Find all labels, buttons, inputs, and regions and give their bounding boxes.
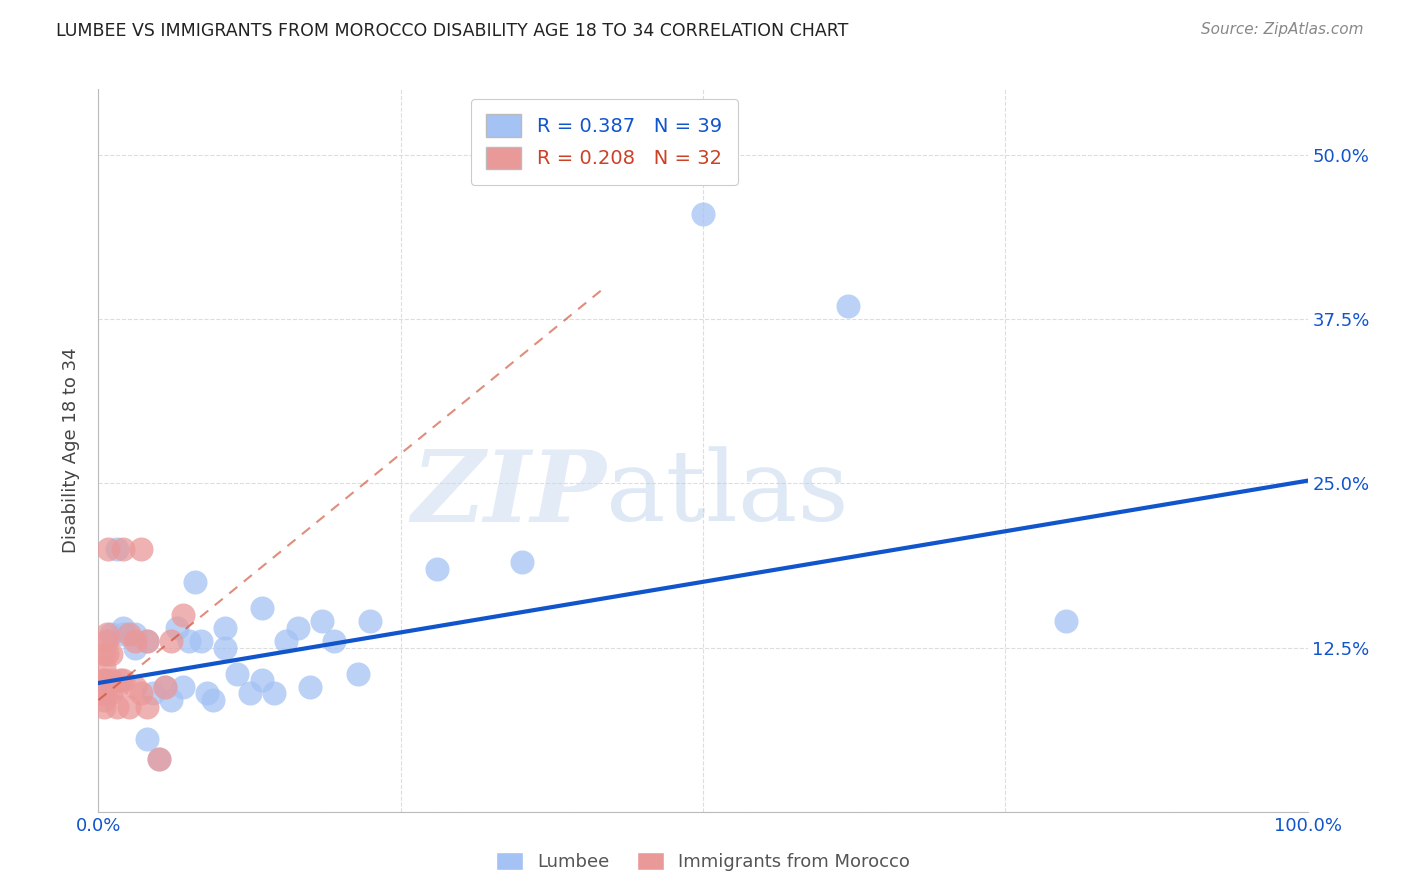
- Point: [93, 686, 115, 700]
- Point: [347, 666, 370, 681]
- Point: [287, 621, 309, 635]
- Point: [311, 614, 333, 628]
- Point: [263, 686, 285, 700]
- Point: [118, 699, 141, 714]
- Point: [135, 634, 157, 648]
- Point: [105, 541, 128, 556]
- Point: [124, 627, 146, 641]
- Point: [100, 673, 122, 688]
- Point: [111, 627, 134, 641]
- Point: [160, 634, 183, 648]
- Point: [111, 541, 134, 556]
- Point: [426, 562, 449, 576]
- Point: [100, 686, 122, 700]
- Point: [93, 673, 115, 688]
- Point: [692, 207, 714, 221]
- Point: [250, 601, 273, 615]
- Point: [148, 752, 170, 766]
- Point: [124, 634, 146, 648]
- Point: [135, 732, 157, 747]
- Legend: R = 0.387   N = 39, R = 0.208   N = 32: R = 0.387 N = 39, R = 0.208 N = 32: [471, 99, 738, 185]
- Point: [172, 607, 194, 622]
- Point: [323, 634, 346, 648]
- Point: [96, 634, 118, 648]
- Point: [118, 627, 141, 641]
- Point: [129, 541, 152, 556]
- Point: [93, 699, 115, 714]
- Point: [148, 752, 170, 766]
- Point: [166, 621, 188, 635]
- Point: [172, 680, 194, 694]
- Point: [142, 686, 165, 700]
- Point: [179, 634, 201, 648]
- Point: [135, 634, 157, 648]
- Point: [214, 621, 236, 635]
- Point: [190, 634, 212, 648]
- Point: [93, 673, 115, 688]
- Point: [111, 673, 134, 688]
- Point: [153, 680, 176, 694]
- Point: [93, 686, 115, 700]
- Point: [153, 680, 176, 694]
- Point: [96, 627, 118, 641]
- Point: [100, 647, 122, 661]
- Point: [96, 647, 118, 661]
- Point: [1054, 614, 1077, 628]
- Text: Source: ZipAtlas.com: Source: ZipAtlas.com: [1201, 22, 1364, 37]
- Point: [226, 666, 249, 681]
- Point: [100, 627, 122, 641]
- Point: [105, 680, 128, 694]
- Point: [214, 640, 236, 655]
- Point: [111, 621, 134, 635]
- Legend: Lumbee, Immigrants from Morocco: Lumbee, Immigrants from Morocco: [489, 845, 917, 879]
- Text: atlas: atlas: [606, 446, 849, 541]
- Point: [129, 686, 152, 700]
- Point: [97, 541, 120, 556]
- Text: LUMBEE VS IMMIGRANTS FROM MOROCCO DISABILITY AGE 18 TO 34 CORRELATION CHART: LUMBEE VS IMMIGRANTS FROM MOROCCO DISABI…: [56, 22, 849, 40]
- Point: [93, 686, 115, 700]
- Point: [184, 574, 207, 589]
- Point: [93, 647, 115, 661]
- Point: [239, 686, 262, 700]
- Text: ZIP: ZIP: [412, 446, 606, 542]
- Point: [837, 299, 859, 313]
- Point: [93, 660, 115, 674]
- Point: [299, 680, 322, 694]
- Point: [93, 693, 115, 707]
- Point: [202, 693, 225, 707]
- Point: [195, 686, 218, 700]
- Point: [360, 614, 382, 628]
- Point: [105, 699, 128, 714]
- Point: [250, 673, 273, 688]
- Point: [124, 640, 146, 655]
- Point: [108, 673, 131, 688]
- Point: [274, 634, 297, 648]
- Point: [510, 555, 533, 569]
- Point: [124, 680, 146, 694]
- Point: [160, 693, 183, 707]
- Y-axis label: Disability Age 18 to 34: Disability Age 18 to 34: [62, 348, 80, 553]
- Point: [135, 699, 157, 714]
